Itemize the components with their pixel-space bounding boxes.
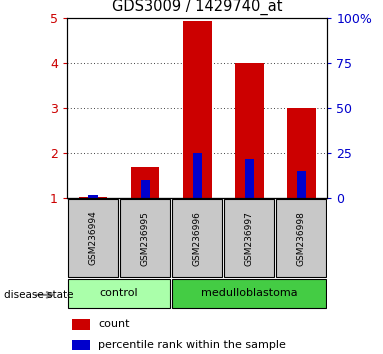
Bar bbox=[131, 167, 159, 198]
Text: GSM236994: GSM236994 bbox=[88, 211, 98, 266]
Text: disease state: disease state bbox=[4, 290, 73, 300]
Bar bbox=[79, 197, 107, 198]
Bar bbox=[183, 21, 211, 198]
Text: medulloblastoma: medulloblastoma bbox=[201, 288, 298, 298]
Bar bbox=[224, 199, 274, 277]
Bar bbox=[120, 199, 170, 277]
Bar bbox=[141, 180, 150, 198]
Bar bbox=[88, 195, 98, 198]
Bar bbox=[277, 199, 326, 277]
Text: GSM236998: GSM236998 bbox=[297, 211, 306, 266]
Bar bbox=[287, 108, 316, 198]
Text: control: control bbox=[100, 288, 138, 298]
Bar bbox=[72, 319, 90, 330]
Text: GSM236997: GSM236997 bbox=[245, 211, 254, 266]
Text: GSM236995: GSM236995 bbox=[141, 211, 150, 266]
Bar bbox=[172, 199, 222, 277]
Title: GDS3009 / 1429740_at: GDS3009 / 1429740_at bbox=[112, 0, 283, 15]
Bar bbox=[72, 340, 90, 350]
Text: GSM236996: GSM236996 bbox=[193, 211, 202, 266]
Text: percentile rank within the sample: percentile rank within the sample bbox=[98, 340, 286, 350]
Bar bbox=[68, 199, 118, 277]
Bar bbox=[297, 171, 306, 198]
Bar bbox=[245, 159, 254, 198]
Bar bbox=[235, 63, 264, 198]
Bar bbox=[193, 153, 202, 198]
Bar bbox=[172, 280, 326, 308]
Bar bbox=[68, 280, 170, 308]
Text: count: count bbox=[98, 320, 130, 330]
